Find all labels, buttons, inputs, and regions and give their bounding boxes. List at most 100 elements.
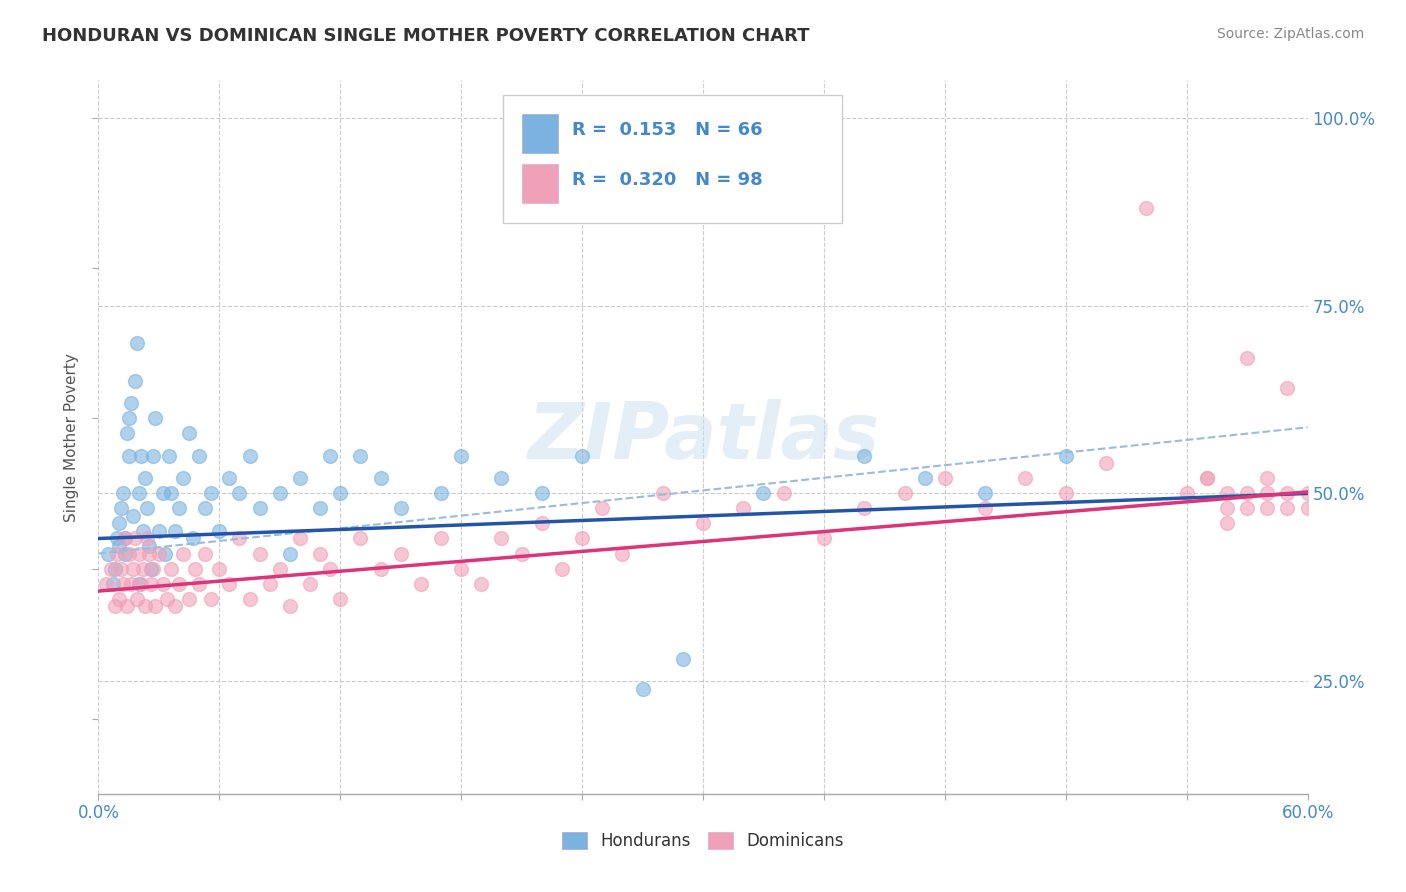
Point <box>103 561 125 575</box>
Point <box>1277 501 1299 516</box>
Text: ZIPatlas: ZIPatlas <box>527 399 879 475</box>
Point <box>110 501 132 516</box>
Point <box>1216 486 1239 500</box>
Point <box>96 576 118 591</box>
Point <box>893 486 915 500</box>
Point <box>128 576 150 591</box>
Point <box>218 576 240 591</box>
Point <box>974 486 997 500</box>
Point <box>530 516 553 531</box>
Point <box>134 471 156 485</box>
Point <box>163 599 186 613</box>
Point <box>329 486 352 500</box>
Point <box>450 561 472 575</box>
Point <box>160 486 183 500</box>
Point <box>269 561 291 575</box>
Point <box>510 547 533 561</box>
Point <box>1216 501 1239 516</box>
Point <box>118 547 141 561</box>
Point <box>115 426 138 441</box>
Point <box>179 426 201 441</box>
Point <box>530 486 553 500</box>
Point <box>124 374 146 388</box>
Point <box>278 599 301 613</box>
Point <box>239 449 262 463</box>
Point <box>200 591 222 606</box>
Point <box>1316 486 1339 500</box>
Point <box>409 576 432 591</box>
Point <box>278 547 301 561</box>
Point <box>97 547 120 561</box>
Point <box>853 449 876 463</box>
Point <box>152 576 174 591</box>
Point <box>914 471 936 485</box>
FancyBboxPatch shape <box>522 164 558 203</box>
Point <box>319 449 342 463</box>
Point <box>148 547 170 561</box>
Point <box>208 561 231 575</box>
Point <box>105 532 128 546</box>
Point <box>1376 501 1399 516</box>
Point <box>121 561 143 575</box>
Point <box>111 576 134 591</box>
Point <box>370 471 392 485</box>
Point <box>132 561 155 575</box>
Point <box>107 591 129 606</box>
Point <box>1236 351 1258 366</box>
FancyBboxPatch shape <box>503 95 842 223</box>
Point <box>370 561 392 575</box>
Point <box>1277 381 1299 395</box>
Point <box>571 532 593 546</box>
Point <box>259 576 281 591</box>
Point <box>194 501 217 516</box>
Point <box>129 449 152 463</box>
Point <box>167 501 190 516</box>
Point <box>208 524 231 538</box>
Point <box>107 516 129 531</box>
Point <box>110 561 132 575</box>
Point <box>651 486 673 500</box>
Point <box>111 486 134 500</box>
Point <box>218 471 240 485</box>
Point <box>1216 516 1239 531</box>
Point <box>172 547 194 561</box>
Point <box>152 486 174 500</box>
Point <box>163 524 186 538</box>
Legend: Hondurans, Dominicans: Hondurans, Dominicans <box>555 825 851 857</box>
Point <box>612 547 634 561</box>
Point <box>125 591 148 606</box>
Point <box>1014 471 1036 485</box>
Point <box>1277 486 1299 500</box>
Point <box>156 591 179 606</box>
Point <box>1195 471 1218 485</box>
Point <box>430 486 453 500</box>
Point <box>179 591 201 606</box>
Point <box>1296 486 1319 500</box>
Point <box>105 547 128 561</box>
Point <box>309 547 332 561</box>
Point <box>125 336 148 351</box>
Point <box>1296 501 1319 516</box>
Point <box>974 501 997 516</box>
Point <box>672 651 695 665</box>
Point <box>139 576 162 591</box>
Point <box>153 547 176 561</box>
Point <box>148 524 170 538</box>
Point <box>181 532 204 546</box>
Point <box>1256 501 1278 516</box>
Point <box>167 576 190 591</box>
Point <box>142 561 165 575</box>
Point <box>228 532 250 546</box>
Point <box>184 561 207 575</box>
Text: R =  0.153   N = 66: R = 0.153 N = 66 <box>572 121 763 139</box>
Point <box>143 599 166 613</box>
Point <box>120 576 142 591</box>
Point <box>143 411 166 425</box>
Point <box>1175 486 1198 500</box>
Point <box>1095 456 1118 470</box>
Text: Source: ZipAtlas.com: Source: ZipAtlas.com <box>1216 27 1364 41</box>
Point <box>103 599 125 613</box>
Point <box>115 599 138 613</box>
Point <box>101 576 124 591</box>
Point <box>692 516 714 531</box>
